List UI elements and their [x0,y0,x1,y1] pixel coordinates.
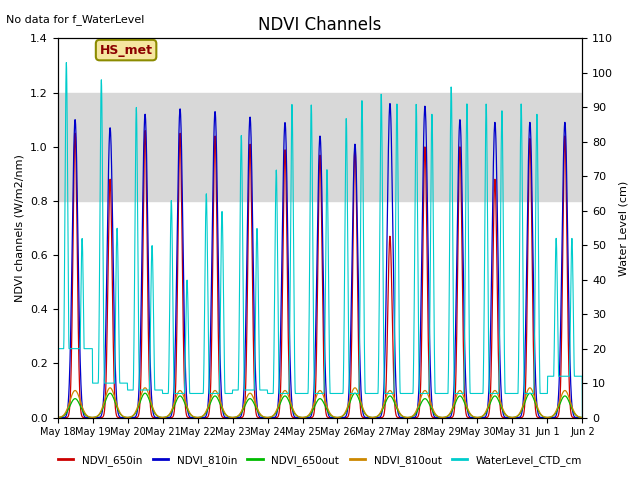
Text: No data for f_WaterLevel: No data for f_WaterLevel [6,14,145,25]
Text: HS_met: HS_met [100,44,152,57]
Y-axis label: Water Level (cm): Water Level (cm) [619,180,628,276]
Bar [58,93,582,201]
Legend: NDVI_650in, NDVI_810in, NDVI_650out, NDVI_810out, WaterLevel_CTD_cm: NDVI_650in, NDVI_810in, NDVI_650out, NDV… [54,451,586,470]
Title: NDVI Channels: NDVI Channels [259,16,381,34]
Y-axis label: NDVI channels (W/m2/nm): NDVI channels (W/m2/nm) [15,154,24,302]
